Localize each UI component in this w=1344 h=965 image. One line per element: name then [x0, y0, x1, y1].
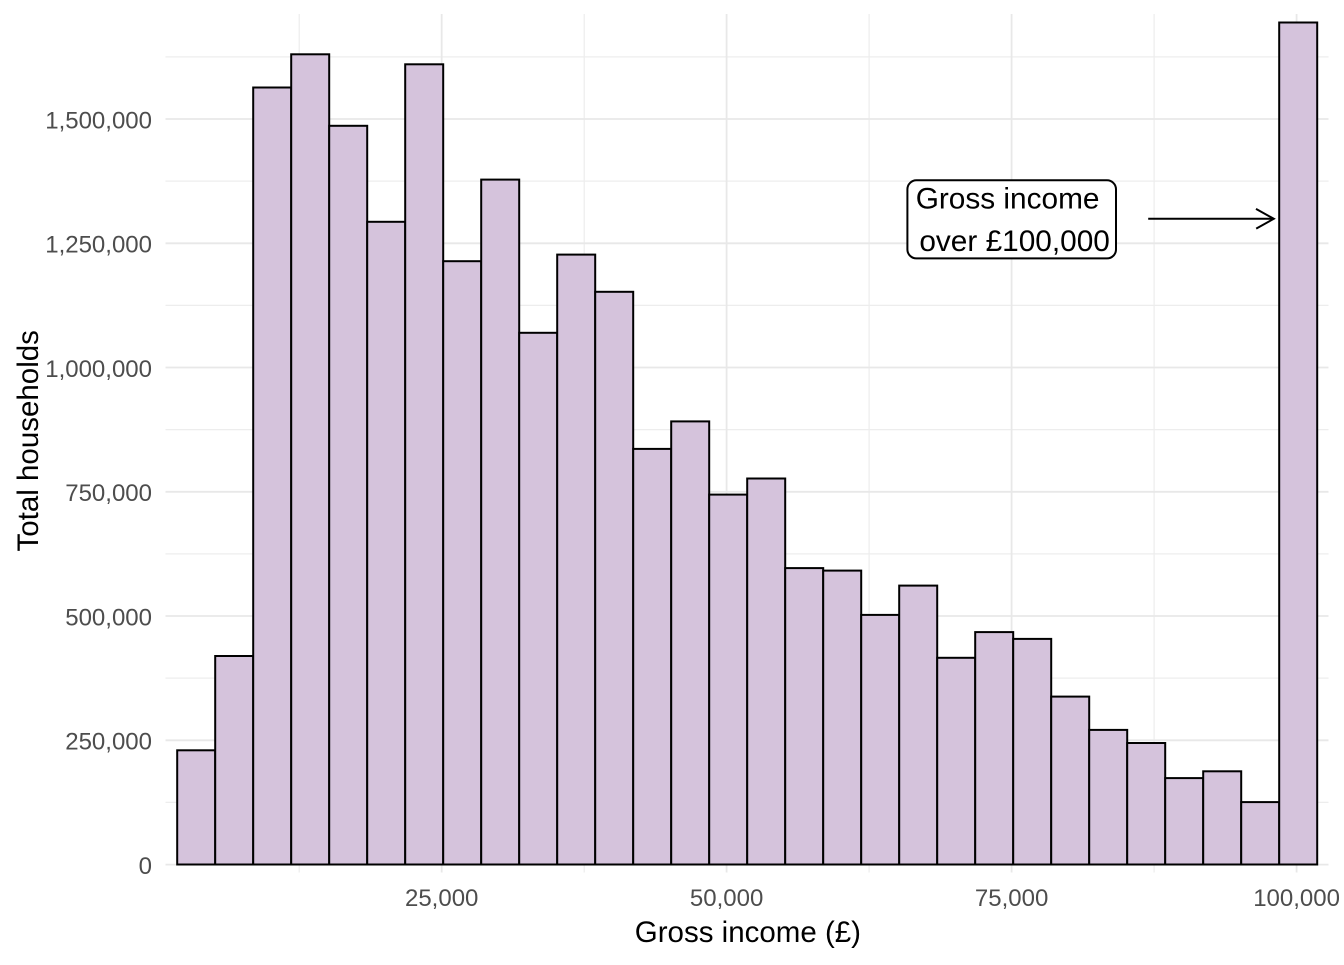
- svg-text:750,000: 750,000: [65, 480, 152, 507]
- svg-text:1,000,000: 1,000,000: [45, 356, 152, 383]
- svg-text:50,000: 50,000: [690, 885, 763, 912]
- svg-text:1,500,000: 1,500,000: [45, 107, 152, 134]
- svg-text:over £100,000: over £100,000: [919, 225, 1110, 258]
- svg-text:25,000: 25,000: [405, 885, 478, 912]
- svg-text:0: 0: [139, 853, 152, 880]
- svg-text:75,000: 75,000: [975, 885, 1048, 912]
- svg-text:100,000: 100,000: [1253, 885, 1340, 912]
- svg-text:Gross income: Gross income: [916, 183, 1100, 216]
- svg-text:500,000: 500,000: [65, 604, 152, 631]
- svg-text:250,000: 250,000: [65, 729, 152, 756]
- svg-text:Gross income (£): Gross income (£): [635, 916, 861, 949]
- svg-text:Total households: Total households: [12, 330, 45, 551]
- svg-text:1,250,000: 1,250,000: [45, 232, 152, 259]
